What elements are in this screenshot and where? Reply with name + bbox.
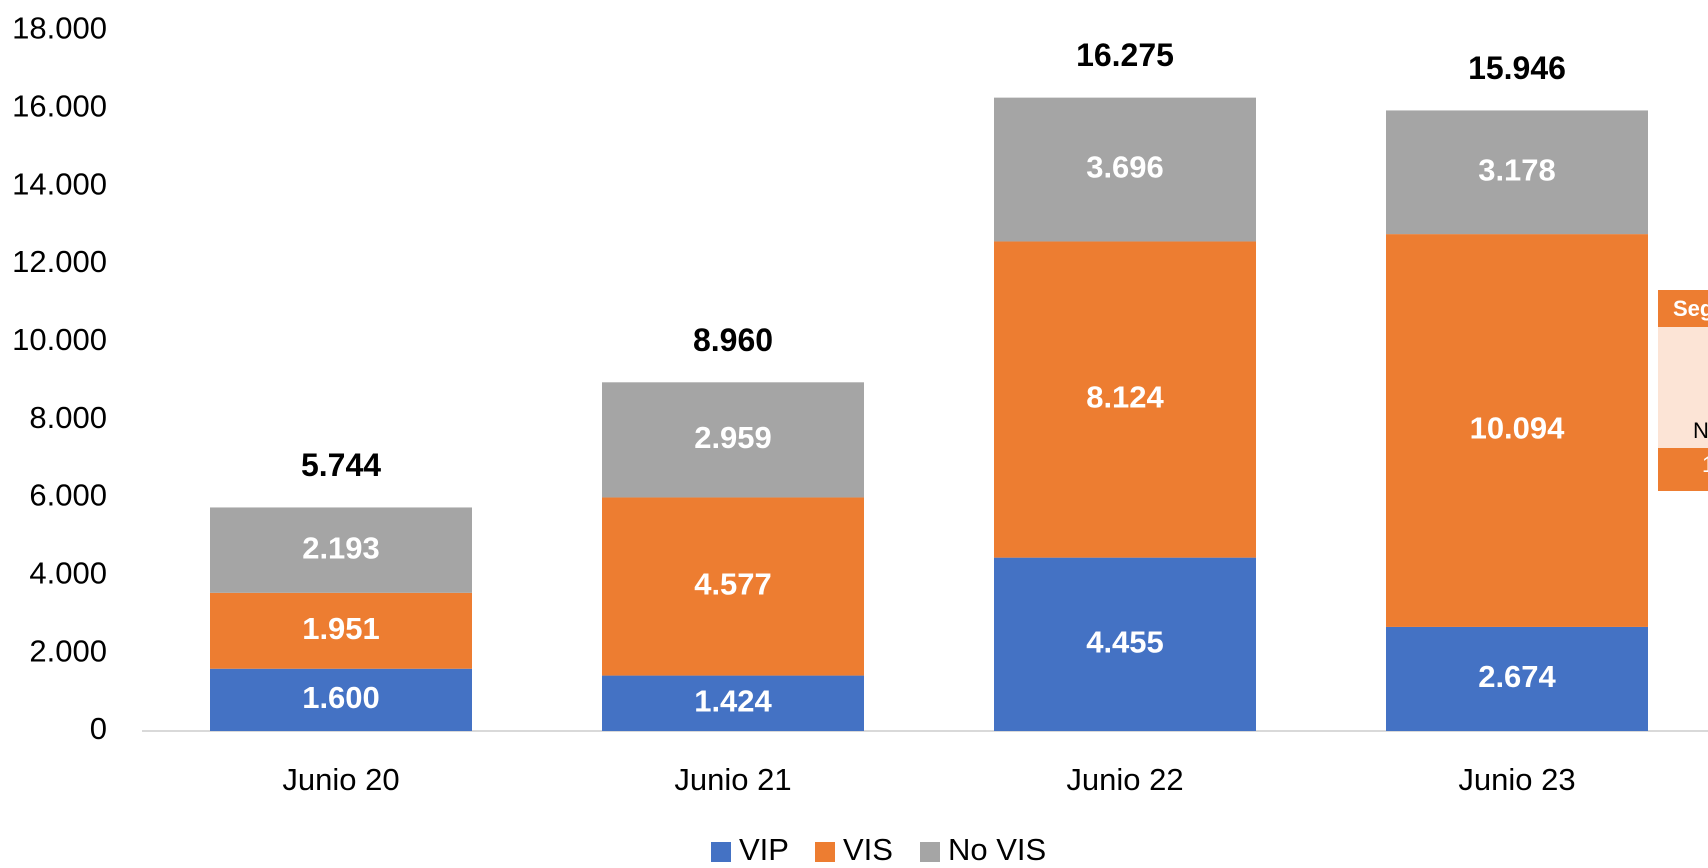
segment-label: 3.178 bbox=[1478, 152, 1556, 187]
x-tick-label: Junio 21 bbox=[674, 762, 791, 797]
y-tick-label: 0 bbox=[90, 711, 107, 746]
inset-header-text: Seg bbox=[1673, 296, 1708, 321]
y-tick-label: 2.000 bbox=[29, 633, 107, 668]
bar-segment bbox=[210, 507, 472, 593]
legend-swatch bbox=[920, 842, 940, 862]
y-tick-label: 6.000 bbox=[29, 478, 107, 513]
y-tick-label: 10.000 bbox=[12, 322, 107, 357]
y-tick-label: 8.000 bbox=[29, 400, 107, 435]
legend-label: VIP bbox=[739, 832, 789, 867]
x-tick-label: Junio 22 bbox=[1066, 762, 1183, 797]
bar-segment bbox=[1386, 110, 1648, 235]
legend-swatch bbox=[815, 842, 835, 862]
bar-segment bbox=[1386, 626, 1648, 731]
x-tick-label: Junio 20 bbox=[282, 762, 399, 797]
segment-label: 2.193 bbox=[302, 530, 380, 565]
y-tick-label: 14.000 bbox=[12, 166, 107, 201]
bar-segment bbox=[602, 382, 864, 498]
bar-segment bbox=[994, 241, 1256, 558]
legend-label: VIS bbox=[843, 832, 893, 867]
y-tick-label: 16.000 bbox=[12, 89, 107, 124]
y-tick-label: 12.000 bbox=[12, 244, 107, 279]
y-tick-label: 4.000 bbox=[29, 556, 107, 591]
legend-label: No VIS bbox=[948, 832, 1046, 867]
bar-segment bbox=[210, 592, 472, 669]
total-label: 16.275 bbox=[1076, 37, 1174, 73]
bar-segment bbox=[994, 97, 1256, 242]
legend-swatch bbox=[711, 842, 731, 862]
segment-label: 8.124 bbox=[1086, 380, 1164, 415]
total-label: 8.960 bbox=[693, 322, 773, 358]
total-label: 5.744 bbox=[301, 447, 381, 483]
bar-segment bbox=[994, 557, 1256, 731]
inset-footer bbox=[1658, 448, 1708, 491]
x-tick-label: Junio 23 bbox=[1458, 762, 1575, 797]
inset-header bbox=[1658, 290, 1708, 327]
segment-label: 1.424 bbox=[694, 683, 772, 718]
segment-label: 1.600 bbox=[302, 680, 380, 715]
segment-label: 2.674 bbox=[1478, 659, 1556, 694]
bar-segment bbox=[1386, 234, 1648, 627]
inset-cell: 1 bbox=[1702, 452, 1708, 477]
segment-label: 3.696 bbox=[1086, 150, 1164, 185]
segment-label: 4.577 bbox=[694, 567, 772, 602]
y-tick-label: 18.000 bbox=[12, 11, 107, 46]
segment-label: 4.455 bbox=[1086, 625, 1164, 660]
inset-body bbox=[1658, 327, 1708, 448]
bar-segment bbox=[602, 497, 864, 676]
segment-label: 1.951 bbox=[302, 611, 380, 646]
segment-label: 10.094 bbox=[1470, 411, 1566, 446]
total-label: 15.946 bbox=[1468, 50, 1566, 86]
segment-label: 2.959 bbox=[694, 420, 772, 455]
bar-segment bbox=[210, 668, 472, 731]
bar-segment bbox=[602, 675, 864, 731]
inset-cell: N bbox=[1693, 418, 1708, 443]
